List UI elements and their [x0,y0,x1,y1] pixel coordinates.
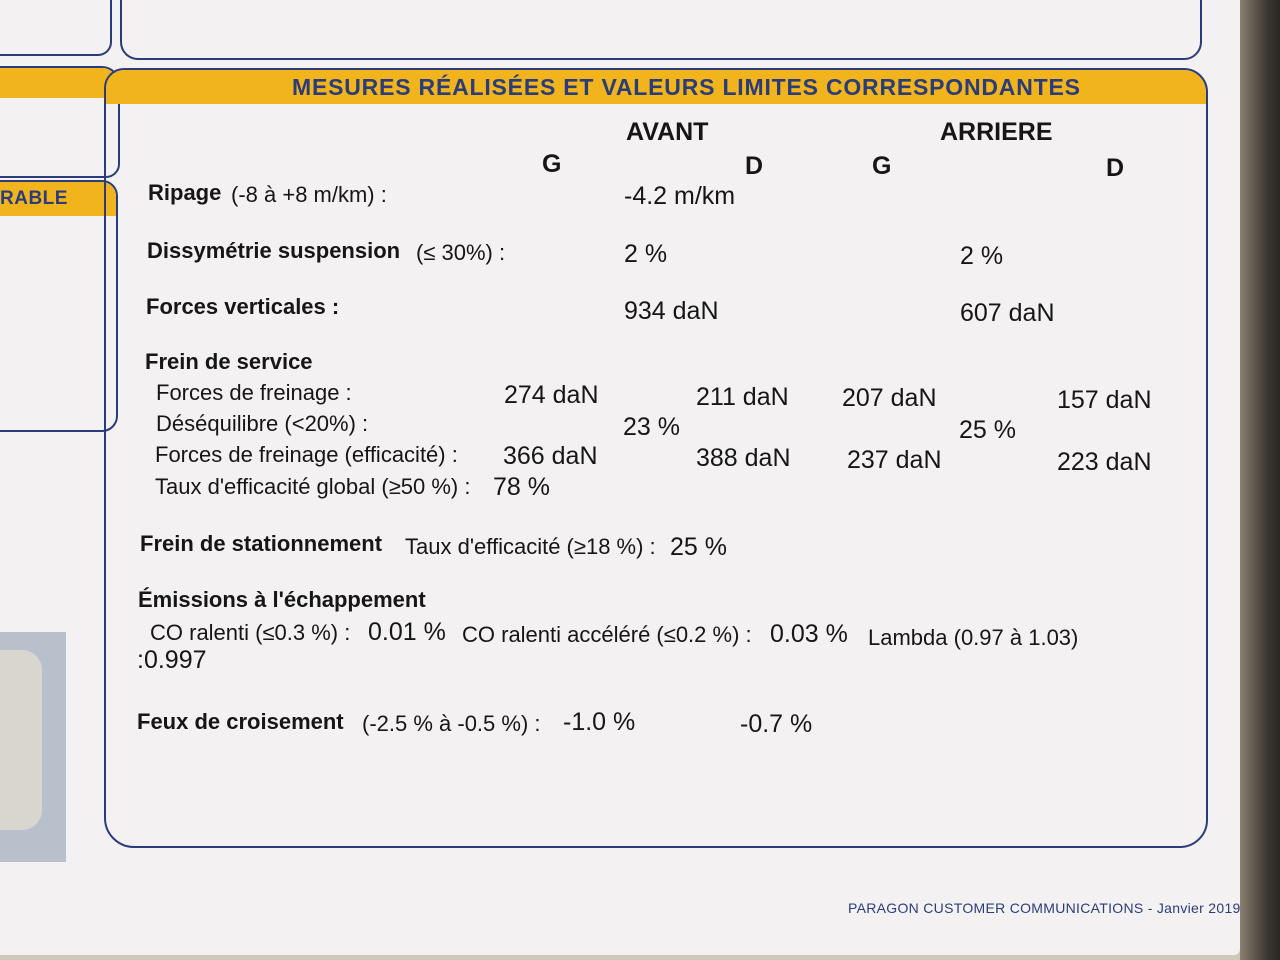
forces-verticales-arriere: 607 daN [960,299,1055,327]
dissymetrie-avant-value: 2 % [624,240,668,268]
lambda-label: Lambda (0.97 à 1.03) [868,625,1079,650]
desequilibre-arriere: 25 % [959,416,1016,444]
document-page: RABLE MESURES RÉALISÉES ET VALEURS LIMIT… [0,0,1240,955]
forces-freinage-avant-g: 274 daN [504,381,599,409]
column-avant: AVANT [626,118,709,146]
ripage-limit: (-8 à +8 m/km) : [231,182,387,207]
frein-stationnement-label: Frein de stationnement [140,531,383,556]
ripage-value: -4.2 m/km [624,182,736,210]
feux-droit-value: -0.7 % [740,710,813,738]
left-low-frame: RABLE [0,180,118,432]
efficacite-avant-d: 388 daN [696,444,791,472]
efficacite-avant-g: 366 daN [503,442,598,470]
dissymetrie-limit: (≤ 30%) : [416,240,506,265]
stamp-inner [0,650,42,830]
forces-freinage-avant-d: 211 daN [696,383,789,411]
left-mid-frame [0,66,120,178]
column-arriere-d: D [1106,154,1125,182]
taux-global-value: 78 % [493,473,550,501]
section-title: MESURES RÉALISÉES ET VALEURS LIMITES COR… [292,74,1081,100]
frein-stationnement-taux-label: Taux d'efficacité (≥18 %) : [405,534,656,559]
column-avant-d: D [745,152,764,180]
efficacite-label: Forces de freinage (efficacité) : [155,442,458,467]
left-band-title: RABLE [0,188,68,209]
co-ralenti-label: CO ralenti (≤0.3 %) : [150,620,351,645]
measurements-frame: MESURES RÉALISÉES ET VALEURS LIMITES COR… [104,68,1208,848]
ripage-label: Ripage [148,180,222,205]
column-avant-g: G [542,150,562,178]
column-arriere-g: G [872,152,892,180]
dissymetrie-arriere-value: 2 % [960,242,1004,270]
efficacite-arriere-g: 237 daN [847,446,942,474]
forces-freinage-arriere-g: 207 daN [842,384,937,412]
section-header-band: MESURES RÉALISÉES ET VALEURS LIMITES COR… [106,70,1206,104]
top-right-frame [120,0,1202,60]
feux-label: Feux de croisement [137,709,344,734]
co-accelere-label: CO ralenti accéléré (≤0.2 %) : [462,622,752,647]
lambda-value: :0.997 [137,646,207,674]
co-ralenti-value: 0.01 % [368,618,446,646]
desequilibre-avant: 23 % [623,413,680,441]
forces-verticales-label: Forces verticales : [146,294,340,319]
forces-freinage-arriere-d: 157 daN [1057,386,1152,414]
taux-global-label: Taux d'efficacité global (≥50 %) : [155,474,471,499]
feux-gauche-value: -1.0 % [563,708,636,736]
forces-freinage-label: Forces de freinage : [156,380,352,405]
emissions-heading: Émissions à l'échappement [138,587,426,612]
forces-verticales-avant: 934 daN [624,297,719,325]
desequilibre-label: Déséquilibre (<20%) : [156,411,369,436]
top-left-frame [0,0,112,56]
frein-service-heading: Frein de service [145,349,313,374]
co-accelere-value: 0.03 % [770,620,848,648]
footer-credit: PARAGON CUSTOMER COMMUNICATIONS - Janvie… [848,900,1241,916]
feux-limit: (-2.5 % à -0.5 %) : [362,711,541,736]
dissymetrie-label: Dissymétrie suspension [147,238,401,263]
background-edge [1240,0,1280,960]
frein-stationnement-value: 25 % [670,533,727,561]
efficacite-arriere-d: 223 daN [1057,448,1152,476]
column-arriere: ARRIERE [940,118,1053,146]
